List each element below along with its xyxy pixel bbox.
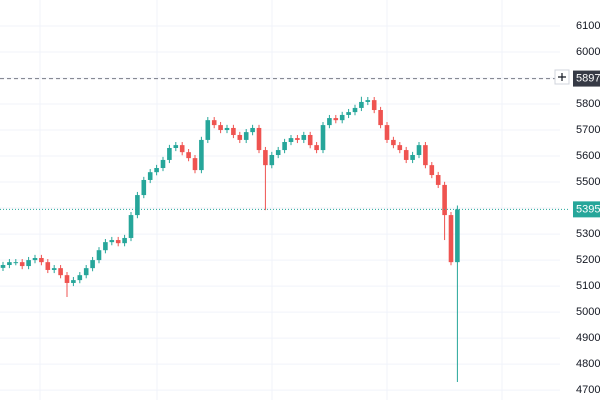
y-tick-label: 55000 xyxy=(576,176,600,188)
candle-body xyxy=(218,125,223,131)
candle-body xyxy=(109,240,115,243)
candle-body xyxy=(301,134,307,140)
candle-body xyxy=(103,242,108,251)
candle-body xyxy=(32,257,38,261)
candle-body xyxy=(327,118,332,126)
candle-body xyxy=(346,112,351,115)
candle-body xyxy=(71,280,76,283)
candle-body xyxy=(339,114,345,121)
y-tick-label: 60000 xyxy=(576,46,600,58)
candle-body xyxy=(429,165,435,176)
y-tick-label: 51000 xyxy=(576,280,600,292)
candle-body xyxy=(13,262,19,264)
y-tick-label: 58000 xyxy=(576,98,600,110)
last-price-label-bg xyxy=(573,201,600,218)
y-tick-label: 50000 xyxy=(576,306,600,318)
overlay: 4700048000490005000051000520005300054000… xyxy=(554,20,600,396)
candle-body xyxy=(320,125,326,151)
candle-body xyxy=(51,268,57,270)
y-tick-label: 57000 xyxy=(576,124,600,136)
candle-body xyxy=(45,262,51,270)
candle-body xyxy=(288,138,294,143)
candle-body xyxy=(231,127,236,135)
candle-body xyxy=(199,139,204,171)
candle-body xyxy=(19,262,25,267)
candle-body xyxy=(359,101,364,108)
candle-body xyxy=(0,265,6,268)
candle-body xyxy=(90,260,95,269)
price-line-label: 58979 xyxy=(576,72,600,84)
y-tick-label: 52000 xyxy=(576,254,600,266)
candle-body xyxy=(186,152,191,159)
candle-body xyxy=(455,209,460,263)
candle-body xyxy=(160,159,166,169)
candle-body xyxy=(141,179,147,196)
candle-body xyxy=(128,215,134,238)
y-tick-label: 53000 xyxy=(576,228,600,240)
price-line-label-bg xyxy=(573,70,600,87)
candle-body xyxy=(275,150,281,156)
candle-body xyxy=(224,127,230,131)
candle-body xyxy=(192,158,198,171)
candle-body xyxy=(391,139,396,146)
candle-body xyxy=(58,268,63,276)
candle-body xyxy=(83,268,89,276)
candle-body xyxy=(263,150,268,166)
candle-body xyxy=(26,260,31,267)
candle-body xyxy=(435,175,441,185)
candle-body xyxy=(448,215,454,263)
candle-body xyxy=(282,142,287,151)
grid xyxy=(0,0,560,400)
candle-body xyxy=(173,145,179,148)
plus-icon xyxy=(558,73,566,81)
candle-body xyxy=(307,134,313,146)
candle-body xyxy=(416,145,422,156)
candle-body xyxy=(295,138,300,140)
candle-body xyxy=(7,262,12,266)
candle-body xyxy=(115,240,121,244)
candle-body xyxy=(403,150,409,160)
candle-body xyxy=(64,275,70,283)
candle-body xyxy=(77,275,83,281)
candle-body xyxy=(135,195,140,216)
candle-body xyxy=(352,107,358,113)
candle-body xyxy=(122,237,127,244)
last-price-label: 53950 xyxy=(576,203,600,215)
candle-body xyxy=(96,250,102,261)
plot xyxy=(0,78,570,383)
candle-body xyxy=(39,257,44,263)
candle-body xyxy=(384,125,390,140)
y-tick-label: 56000 xyxy=(576,150,600,162)
candle-body xyxy=(365,100,371,102)
y-tick-label: 47000 xyxy=(576,384,600,396)
candle-body xyxy=(397,145,403,151)
candle-body xyxy=(314,145,319,151)
candle-body xyxy=(167,147,172,160)
candle-body xyxy=(423,145,428,166)
candle-body xyxy=(333,118,339,121)
candle-body xyxy=(410,155,415,160)
y-tick-label: 49000 xyxy=(576,332,600,344)
candle-body xyxy=(237,134,243,140)
candle-body xyxy=(378,110,383,126)
candle-body xyxy=(442,184,447,216)
candle-body xyxy=(269,155,275,166)
candle-body xyxy=(205,120,211,140)
candle-body xyxy=(243,132,249,140)
candle-body xyxy=(256,127,262,151)
y-tick-label: 61000 xyxy=(576,20,600,32)
candle-body xyxy=(179,145,185,153)
candle-body xyxy=(371,100,377,111)
candle-body xyxy=(250,127,255,133)
candle-body xyxy=(154,168,159,173)
candle-body xyxy=(147,172,153,180)
candle-body xyxy=(211,120,217,126)
y-tick-label: 48000 xyxy=(576,358,600,370)
